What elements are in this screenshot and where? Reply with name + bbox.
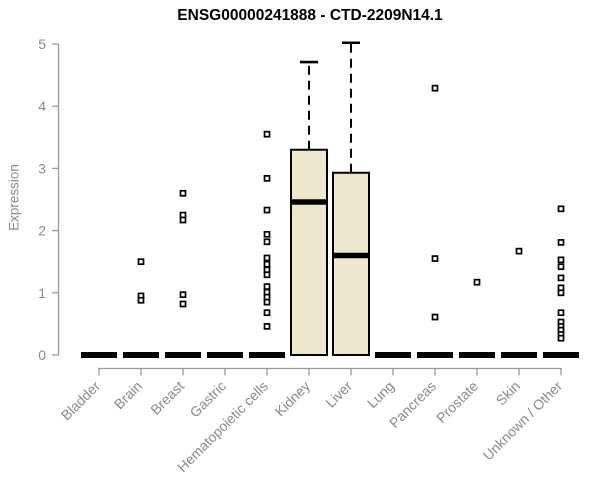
outlier-point bbox=[263, 323, 271, 330]
outlier-point bbox=[557, 289, 565, 297]
outlier-point bbox=[515, 247, 523, 255]
outlier-point bbox=[263, 283, 271, 290]
outlier-point bbox=[557, 239, 565, 246]
outlier-point bbox=[263, 298, 271, 306]
y-tick-label: 1 bbox=[38, 285, 46, 301]
outlier-point bbox=[263, 260, 271, 268]
x-tick-label: Liver bbox=[322, 378, 355, 411]
x-tick-label: Prostate bbox=[433, 378, 481, 426]
outlier-point bbox=[557, 309, 565, 317]
outlier-point bbox=[179, 300, 187, 308]
outlier-point bbox=[137, 258, 145, 266]
x-tick-label: Lung bbox=[364, 378, 397, 411]
box bbox=[332, 171, 370, 356]
collapsed-box-bar bbox=[81, 352, 117, 358]
x-tick-label: Breast bbox=[147, 378, 187, 418]
y-tick-label: 2 bbox=[38, 223, 46, 239]
collapsed-box-bar bbox=[459, 352, 495, 358]
collapsed-box-bar bbox=[165, 352, 201, 358]
collapsed-box-bar bbox=[123, 352, 159, 358]
outlier-point bbox=[137, 296, 145, 304]
outlier-point bbox=[263, 271, 271, 279]
collapsed-box-bar bbox=[249, 352, 285, 358]
outlier-point bbox=[263, 206, 271, 214]
y-tick-label: 0 bbox=[38, 347, 46, 363]
collapsed-box-bar bbox=[207, 352, 243, 358]
x-tick-label: Kidney bbox=[272, 378, 314, 420]
outlier-point bbox=[263, 238, 271, 246]
collapsed-box-bar bbox=[501, 352, 537, 358]
outlier-point bbox=[263, 254, 271, 262]
outlier-point bbox=[263, 309, 271, 317]
outlier-point bbox=[557, 205, 565, 213]
outlier-point bbox=[431, 255, 439, 262]
box bbox=[290, 148, 328, 356]
collapsed-box-bar bbox=[543, 352, 579, 358]
outlier-point bbox=[431, 84, 439, 92]
outlier-point bbox=[557, 274, 565, 282]
outlier-point bbox=[431, 313, 439, 321]
outlier-point bbox=[263, 175, 271, 182]
y-tick-label: 5 bbox=[38, 36, 46, 52]
outlier-point bbox=[263, 230, 271, 238]
outlier-point bbox=[179, 216, 187, 224]
x-tick-label: Skin bbox=[493, 378, 524, 409]
y-tick-label: 3 bbox=[38, 160, 46, 176]
collapsed-box-bar bbox=[375, 352, 411, 358]
x-tick-label: Unknown / Other bbox=[480, 378, 566, 464]
x-tick-label: Brain bbox=[111, 378, 145, 412]
chart-title: ENSG00000241888 - CTD-2209N14.1 bbox=[177, 7, 443, 24]
outlier-point bbox=[557, 334, 565, 342]
collapsed-box-bar bbox=[417, 352, 453, 358]
outlier-point bbox=[179, 189, 187, 197]
x-tick-label: Pancreas bbox=[386, 378, 439, 431]
outlier-point bbox=[557, 263, 565, 271]
y-tick-label: 4 bbox=[38, 98, 46, 114]
outlier-point bbox=[557, 256, 565, 264]
outlier-point bbox=[263, 130, 271, 138]
outlier-point bbox=[179, 291, 187, 299]
outlier-point bbox=[473, 278, 481, 286]
x-tick-label: Bladder bbox=[58, 378, 104, 424]
